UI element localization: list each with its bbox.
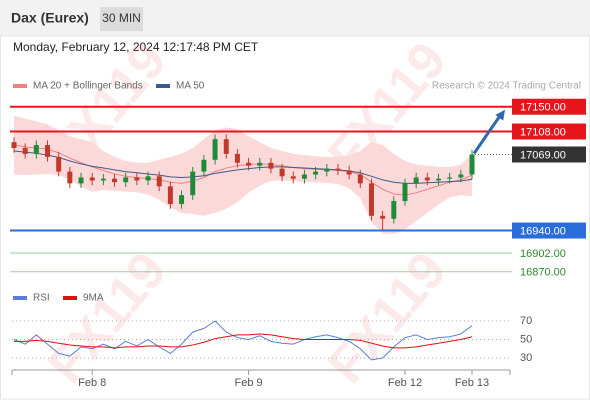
candle-body: [190, 171, 196, 196]
level-label: 17108.00: [520, 126, 566, 138]
candle-body: [56, 156, 62, 172]
candle-body: [447, 177, 453, 179]
top-bar: [0, 0, 590, 36]
candle-body: [145, 176, 151, 181]
candle-body: [257, 162, 263, 166]
candle-body: [469, 154, 475, 175]
rsi-tick-label: 50: [520, 333, 532, 345]
datetime: Monday, February 12, 2024 12:17:48 PM CE…: [13, 40, 259, 54]
candle-body: [201, 159, 207, 172]
candle-body: [435, 178, 441, 181]
level-label-box: [512, 222, 586, 239]
legend-band-swatch: [13, 84, 27, 88]
x-tick-label: Feb 8: [78, 377, 106, 389]
projection-arrow: [472, 114, 502, 155]
candle-body: [179, 195, 185, 205]
legend-rsi-swatch: [63, 296, 77, 300]
candle-body: [391, 201, 397, 219]
level-label: 17150.00: [520, 102, 566, 114]
candle-body: [357, 174, 363, 184]
level-label: 16940.00: [520, 225, 566, 237]
candle-body: [268, 162, 274, 169]
rsi-tick-label: 70: [520, 315, 532, 327]
candle-body: [458, 174, 464, 178]
candle-body: [67, 171, 73, 184]
level-label-box: [512, 146, 586, 163]
candle-body: [78, 177, 84, 184]
legend-rsi-swatch: [13, 296, 27, 300]
candle-body: [380, 215, 386, 219]
rsi-tick-label: 30: [520, 352, 532, 364]
candle-body: [290, 176, 296, 179]
candle-body: [167, 186, 173, 205]
x-tick-label: Feb 13: [455, 377, 489, 389]
candle-body: [346, 170, 352, 175]
candle-body: [368, 183, 374, 216]
x-tick-label: Feb 9: [235, 377, 263, 389]
candle-body: [335, 168, 341, 171]
candle-body: [45, 145, 51, 157]
legend-ma50-swatch: [156, 84, 170, 88]
arrow-head: [495, 109, 505, 121]
watermark: FX119: [37, 242, 178, 394]
level-label: 16902.00: [520, 248, 566, 260]
candle-body: [246, 162, 252, 166]
candle-body: [301, 174, 307, 179]
rsi-line: [14, 333, 473, 349]
candle-body: [134, 177, 140, 181]
level-label: 17069.00: [520, 149, 566, 161]
candle-body: [234, 153, 240, 163]
legend-ma50: MA 50: [176, 81, 205, 92]
legend-rsi: RSI: [33, 293, 50, 304]
candle-body: [212, 139, 218, 160]
level-label: 16870.00: [520, 267, 566, 279]
candle-body: [100, 178, 106, 181]
candle-body: [279, 168, 285, 177]
candle-body: [33, 145, 39, 154]
timeframe-button[interactable]: [100, 7, 143, 31]
watermark: FX119: [317, 242, 458, 394]
rsi-line: [13, 320, 473, 361]
candle-body: [402, 183, 408, 202]
ma50-line: [13, 150, 473, 184]
x-tick-label: Feb 12: [388, 377, 422, 389]
bollinger-band: [14, 115, 472, 235]
candle-body: [324, 168, 330, 172]
candle-body: [112, 178, 118, 183]
candle-body: [313, 171, 319, 175]
candle-body: [156, 176, 162, 187]
credit: Research © 2024 Trading Central: [432, 81, 581, 92]
legend-rsi: 9MA: [83, 293, 104, 304]
candle-body: [424, 177, 430, 181]
candle-body: [22, 148, 28, 154]
candle-body: [413, 177, 419, 184]
legend-band: MA 20 + Bollinger Bands: [33, 81, 143, 92]
candle-body: [123, 177, 129, 183]
instrument-title: Dax (Eurex): [11, 10, 89, 26]
level-label-box: [512, 98, 586, 115]
level-label-box: [512, 123, 586, 140]
candle-body: [11, 142, 17, 149]
timeframe[interactable]: 30 MIN: [102, 11, 141, 25]
candle-body: [89, 177, 95, 181]
candle-body: [223, 139, 229, 154]
